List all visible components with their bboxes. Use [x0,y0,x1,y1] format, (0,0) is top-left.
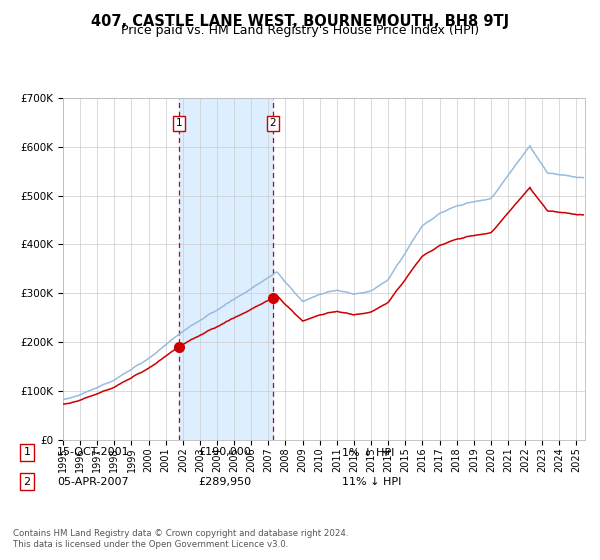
Text: 1: 1 [176,118,182,128]
Text: 1% ↓ HPI: 1% ↓ HPI [342,447,394,458]
Text: This data is licensed under the Open Government Licence v3.0.: This data is licensed under the Open Gov… [13,540,289,549]
Text: 1: 1 [23,447,31,458]
Text: 407, CASTLE LANE WEST, BOURNEMOUTH, BH8 9TJ: 407, CASTLE LANE WEST, BOURNEMOUTH, BH8 … [91,14,509,29]
Text: £289,950: £289,950 [198,477,251,487]
Text: 2: 2 [23,477,31,487]
Text: 15-OCT-2001: 15-OCT-2001 [57,447,130,458]
Text: £190,000: £190,000 [198,447,251,458]
Text: 05-APR-2007: 05-APR-2007 [57,477,128,487]
Text: 2: 2 [269,118,276,128]
Text: 11% ↓ HPI: 11% ↓ HPI [342,477,401,487]
Bar [179,98,273,440]
Text: Contains HM Land Registry data © Crown copyright and database right 2024.: Contains HM Land Registry data © Crown c… [13,529,349,538]
Text: Price paid vs. HM Land Registry's House Price Index (HPI): Price paid vs. HM Land Registry's House … [121,24,479,37]
